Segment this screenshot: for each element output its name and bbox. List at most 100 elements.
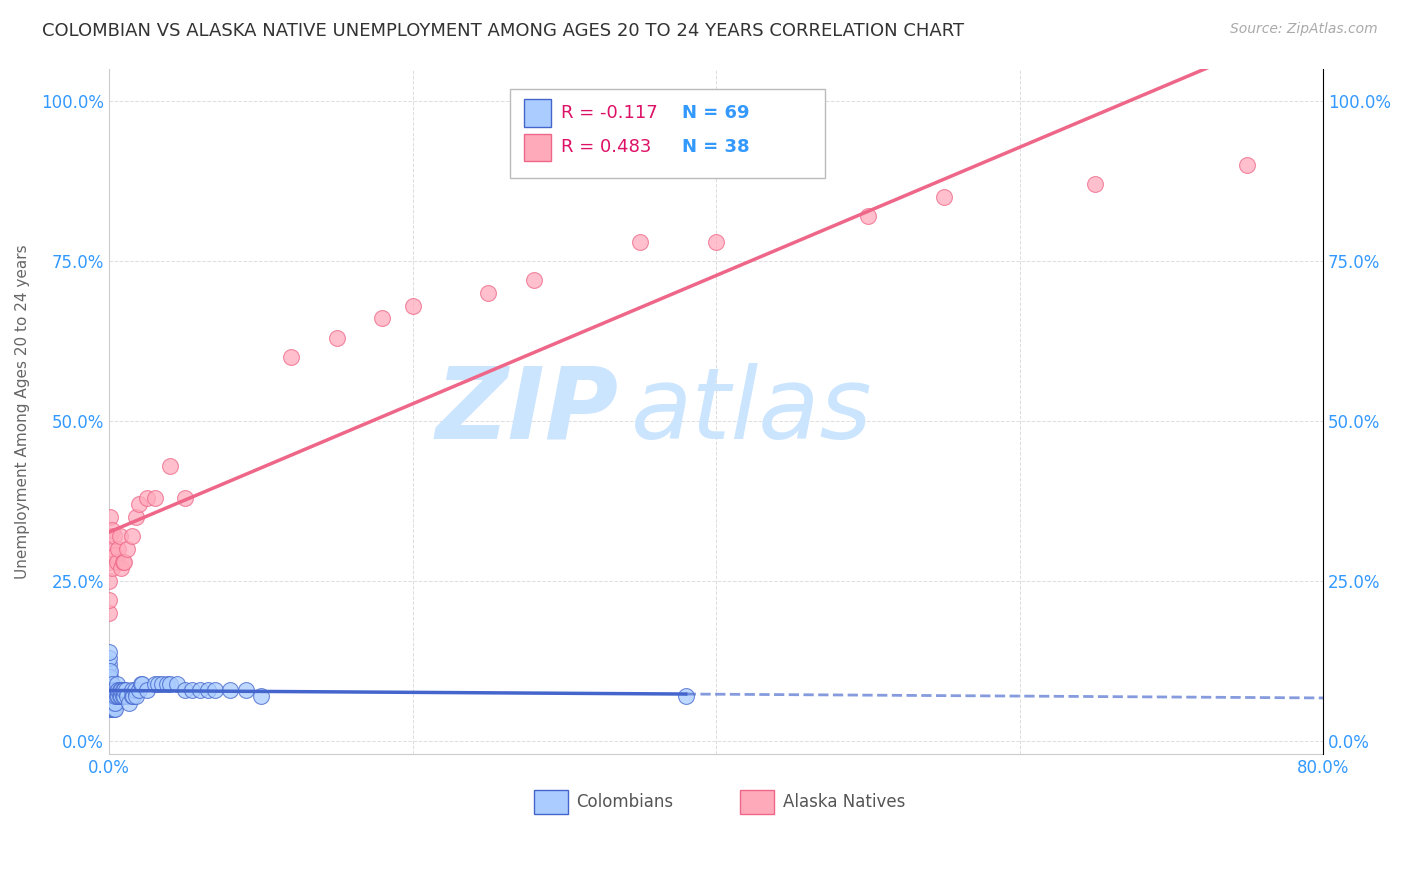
Point	[107, 542, 129, 557]
Point	[1236, 158, 1258, 172]
Point	[125, 510, 148, 524]
Point	[98, 644, 121, 658]
Point	[107, 690, 129, 704]
Point	[204, 683, 226, 698]
Point	[98, 606, 121, 620]
Point	[188, 683, 211, 698]
Point	[111, 690, 134, 704]
Point	[100, 664, 122, 678]
Point	[104, 702, 127, 716]
Point	[101, 523, 124, 537]
Point	[100, 676, 122, 690]
Text: Source: ZipAtlas.com: Source: ZipAtlas.com	[1230, 22, 1378, 37]
Point	[401, 299, 423, 313]
Point	[100, 690, 122, 704]
Point	[856, 209, 879, 223]
Point	[150, 676, 173, 690]
Point	[100, 542, 122, 557]
Point	[101, 696, 124, 710]
Point	[121, 690, 143, 704]
Point	[98, 670, 121, 684]
Point	[118, 696, 141, 710]
Point	[129, 676, 152, 690]
FancyBboxPatch shape	[524, 134, 551, 161]
Point	[103, 702, 125, 716]
Point	[143, 676, 166, 690]
Point	[146, 676, 169, 690]
Point	[219, 683, 242, 698]
Point	[98, 683, 121, 698]
Point	[103, 690, 125, 704]
Point	[280, 350, 302, 364]
Point	[108, 683, 131, 698]
Point	[128, 497, 150, 511]
Point	[159, 458, 181, 473]
Point	[105, 683, 128, 698]
Point	[125, 690, 148, 704]
Point	[115, 690, 138, 704]
Point	[110, 690, 132, 704]
Point	[104, 549, 127, 563]
Point	[325, 331, 347, 345]
Point	[135, 491, 157, 505]
Point	[477, 285, 499, 300]
Point	[156, 676, 179, 690]
Point	[100, 670, 122, 684]
Point	[107, 683, 129, 698]
Point	[104, 696, 127, 710]
Text: N = 69: N = 69	[682, 104, 749, 122]
Text: Alaska Natives: Alaska Natives	[783, 793, 905, 811]
Point	[98, 593, 121, 607]
Point	[105, 690, 128, 704]
Text: COLOMBIAN VS ALASKA NATIVE UNEMPLOYMENT AMONG AGES 20 TO 24 YEARS CORRELATION CH: COLOMBIAN VS ALASKA NATIVE UNEMPLOYMENT …	[42, 22, 965, 40]
Point	[101, 702, 124, 716]
Point	[100, 683, 122, 698]
Point	[98, 574, 121, 588]
Point	[628, 235, 651, 249]
Point	[105, 555, 128, 569]
Point	[111, 555, 134, 569]
FancyBboxPatch shape	[741, 789, 775, 814]
Point	[135, 683, 157, 698]
Point	[121, 529, 143, 543]
Point	[112, 555, 135, 569]
Point	[108, 690, 131, 704]
Point	[103, 696, 125, 710]
Point	[100, 702, 122, 716]
Point	[110, 683, 132, 698]
Point	[122, 690, 145, 704]
Point	[111, 683, 134, 698]
Point	[159, 676, 181, 690]
Point	[143, 491, 166, 505]
Point	[98, 664, 121, 678]
Point	[124, 683, 146, 698]
Point	[115, 542, 138, 557]
FancyBboxPatch shape	[509, 89, 825, 178]
Text: Colombians: Colombians	[576, 793, 673, 811]
FancyBboxPatch shape	[524, 99, 551, 127]
Point	[101, 690, 124, 704]
Point	[371, 311, 394, 326]
Point	[704, 235, 727, 249]
Point	[98, 690, 121, 704]
Point	[100, 510, 122, 524]
Point	[105, 676, 128, 690]
Text: R = -0.117: R = -0.117	[561, 104, 658, 122]
Text: atlas: atlas	[631, 363, 873, 459]
Point	[235, 683, 257, 698]
Point	[197, 683, 219, 698]
Point	[110, 561, 132, 575]
Point	[103, 683, 125, 698]
Point	[166, 676, 188, 690]
Point	[98, 657, 121, 672]
Point	[104, 690, 127, 704]
Point	[128, 683, 150, 698]
Point	[100, 529, 122, 543]
Point	[114, 683, 136, 698]
Point	[932, 189, 955, 203]
Point	[98, 651, 121, 665]
Point	[121, 683, 143, 698]
FancyBboxPatch shape	[534, 789, 568, 814]
Point	[112, 690, 135, 704]
Point	[98, 702, 121, 716]
